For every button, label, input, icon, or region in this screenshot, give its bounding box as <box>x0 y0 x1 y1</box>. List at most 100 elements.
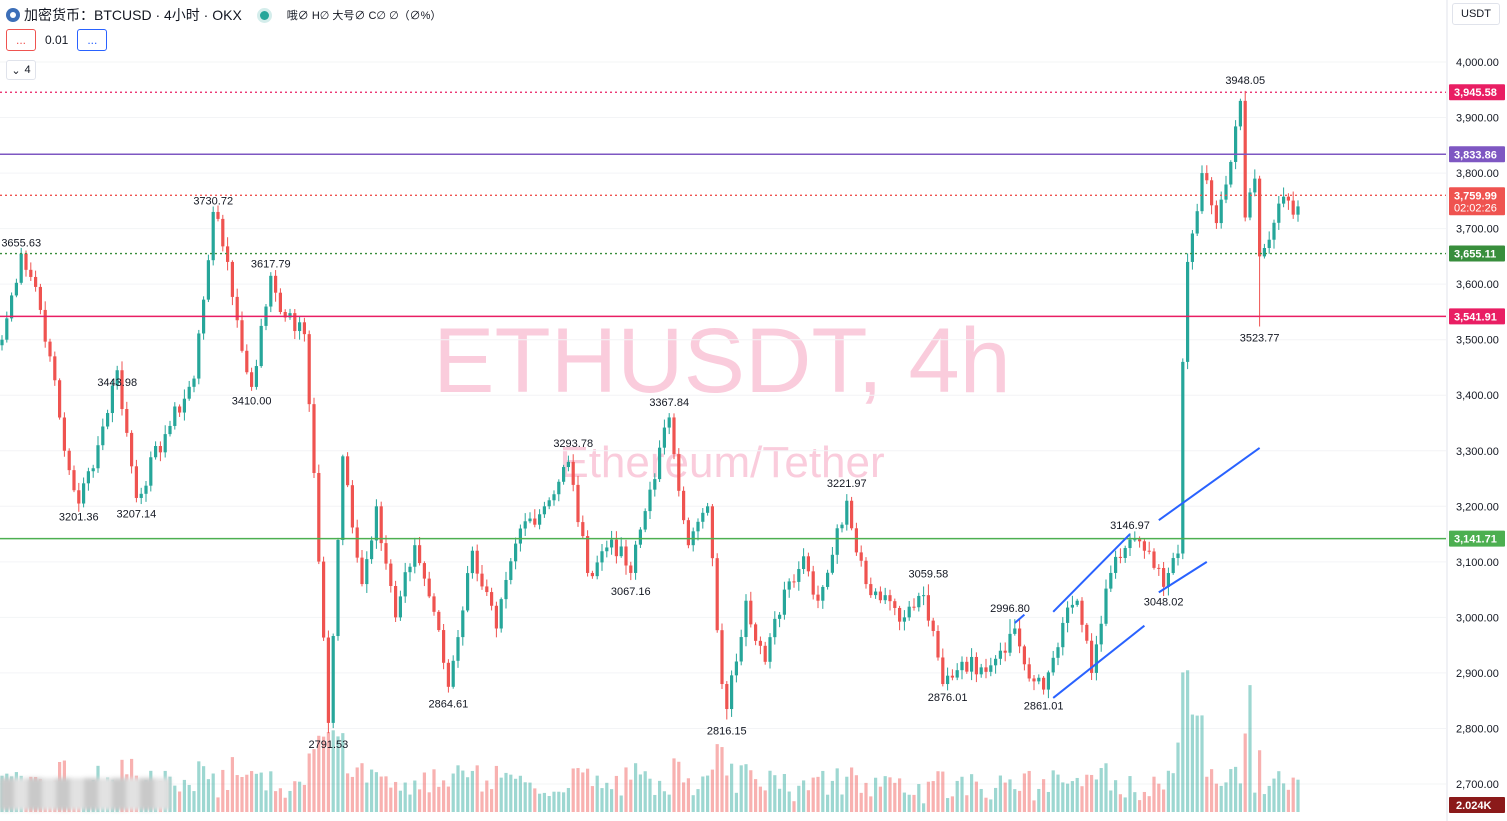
candle-body <box>355 527 359 558</box>
candle-body <box>821 586 825 601</box>
candle-body <box>696 521 700 532</box>
price-line-tag <box>1449 308 1505 325</box>
candle-body <box>523 521 527 529</box>
candle-body <box>595 562 599 577</box>
candle-body <box>845 500 849 525</box>
volume-bar <box>974 781 978 812</box>
indicators-toggle[interactable]: ⌄ 4 <box>6 60 36 80</box>
volume-bar <box>1042 779 1046 812</box>
volume-bar <box>1186 670 1190 812</box>
candle-body <box>322 561 326 638</box>
volume-bar <box>485 780 489 812</box>
candle-body <box>24 253 28 270</box>
buy-button[interactable]: ... <box>77 29 108 51</box>
volume-bar <box>461 770 465 812</box>
candle-body <box>581 522 585 537</box>
candles[interactable] <box>0 90 1300 734</box>
candle-body <box>1176 553 1180 559</box>
volume-bar <box>888 777 892 812</box>
volume-bar <box>1114 780 1118 812</box>
volume-bar <box>859 792 863 812</box>
candle-body <box>216 211 220 219</box>
candle-body <box>667 417 671 428</box>
candle-body <box>134 466 138 498</box>
candle-body <box>542 506 546 515</box>
volume-bar <box>374 772 378 812</box>
candle-body <box>826 572 830 587</box>
volume-bar <box>1296 779 1300 812</box>
candle-body <box>1248 192 1252 218</box>
volume-bar <box>283 797 287 812</box>
candle-body <box>283 311 287 318</box>
price-annotation: 3948.05 <box>1225 75 1265 87</box>
volume-bar <box>566 787 570 812</box>
volume-bar <box>1229 769 1233 812</box>
price-annotation: 3207.14 <box>117 508 157 520</box>
candle-body <box>998 650 1002 659</box>
volume-bar <box>782 773 786 812</box>
candle-body <box>1282 196 1286 204</box>
candle-body <box>754 624 758 641</box>
candle-body <box>850 500 854 529</box>
candle-body <box>326 637 330 723</box>
price-annotation: 2996.80 <box>990 603 1030 615</box>
horizontal-lines[interactable] <box>0 91 1446 540</box>
candle-body <box>149 457 153 486</box>
price-annotation: 3443.98 <box>97 377 137 389</box>
candle-body <box>806 556 810 572</box>
candle-body <box>946 675 950 685</box>
candle-body <box>802 556 806 570</box>
volume-bar <box>1238 783 1242 812</box>
price-line-tag-label: 3,759.99 <box>1454 190 1497 202</box>
price-line-tag-label: 3,541.91 <box>1454 311 1497 323</box>
currency-selector[interactable]: USDT <box>1452 3 1500 25</box>
candle-body <box>317 472 321 562</box>
candle-body <box>1104 588 1108 624</box>
candle-body <box>547 500 551 507</box>
volume-bar <box>1104 763 1108 812</box>
symbol-title[interactable]: 加密货币：BTCUSD · 4小时 · OKX <box>24 7 242 23</box>
volume-bar <box>1162 789 1166 812</box>
volume-bar <box>638 774 642 812</box>
volume-bar <box>341 733 345 812</box>
candle-body <box>67 450 71 471</box>
volume-bar <box>835 768 839 812</box>
price-axis[interactable]: 2,700.00 2,800.00 2,900.00 3,000.00 3,100.00… <box>1446 0 1507 821</box>
volume-bar <box>1118 794 1122 812</box>
candle-body <box>811 571 815 595</box>
candle-body <box>610 539 614 548</box>
volume-bar <box>1181 672 1185 812</box>
volume-bar <box>1123 797 1127 812</box>
candle-body <box>1109 572 1113 589</box>
candle-body <box>778 614 782 619</box>
volume-bar <box>701 776 705 812</box>
candle-body <box>960 661 964 671</box>
volume-bar <box>1205 776 1209 812</box>
volume-bar <box>1080 786 1084 812</box>
candle-body <box>984 667 988 672</box>
price-line-tag <box>1449 146 1505 163</box>
volume-bar <box>1003 782 1007 812</box>
volume-bar <box>211 773 215 812</box>
volume-bar <box>941 771 945 812</box>
price-tick-label: 2,800.00 <box>1456 723 1499 735</box>
sell-button[interactable]: ... <box>6 29 36 51</box>
price-annotation: 3048.02 <box>1144 597 1184 609</box>
candle-body <box>686 520 690 546</box>
volume-bar <box>672 758 676 812</box>
candle-body <box>1286 196 1290 201</box>
candle-body <box>115 370 119 386</box>
candle-body <box>898 607 902 622</box>
candle-body <box>706 506 710 513</box>
volume-bar <box>571 768 575 812</box>
volume-bar <box>898 778 902 812</box>
channel-lines[interactable] <box>1014 447 1261 699</box>
candle-body <box>907 606 911 618</box>
candle-body <box>926 595 930 621</box>
candle-body <box>250 372 254 387</box>
candle-body <box>715 558 719 631</box>
candle-body <box>62 417 66 451</box>
volume-bar <box>1138 800 1142 812</box>
volume-bar <box>763 790 767 812</box>
